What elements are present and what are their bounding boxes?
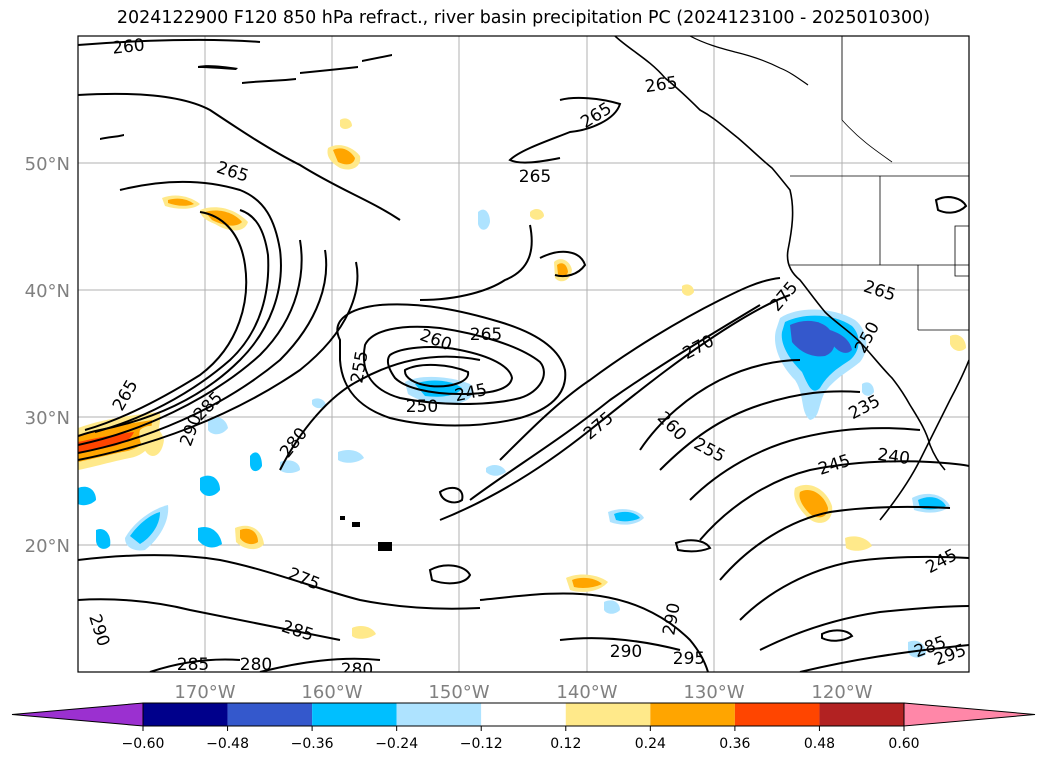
political-borders [790,36,969,331]
contour-label: 280 [240,655,272,675]
colorbar-tick-label: 0.24 [635,736,666,752]
colorbar-segment [650,703,735,726]
colorbar-segment [565,703,651,726]
lat-label: 40°N [25,281,70,302]
colorbar-segment [143,703,228,726]
colorbar-tick-label: −0.36 [291,736,334,752]
contour-label: 295 [673,649,705,669]
colorbar-tick-label: 0.48 [804,736,835,752]
map-panel: 260 265 265 265 265 265 265 260 255 250 … [77,35,970,680]
colorbar-tick-label: −0.60 [122,736,165,752]
colorbar-ticks: −0.60 −0.48 −0.36 −0.24 −0.12 0.12 0.24 0.36 0.4… [122,726,920,752]
contour-label: 260 [111,35,145,58]
contour-label: 265 [644,73,679,97]
colorbar-segment [819,703,904,726]
lon-label: 170°W [174,682,235,703]
refractivity-contours [78,38,969,672]
lon-label: 120°W [811,682,872,703]
colorbar-tick-label: 0.36 [719,736,750,752]
lon-label: 140°W [556,682,617,703]
colorbar-segment [312,703,397,726]
latitude-labels: 50°N 40°N 30°N 20°N [25,154,70,557]
colorbar-segment [734,703,820,726]
colorbar-tick-label: 0.12 [550,736,581,752]
colorbar-segment [481,703,566,726]
contour-label: 265 [470,325,502,345]
colorbar-tick-label: 0.60 [888,736,919,752]
lat-label: 20°N [25,536,70,557]
contour-label: 250 [406,397,438,417]
colorbar-segment [227,703,313,726]
precip-shading [78,118,966,658]
map-title: 2024122900 F120 850 hPa refract., river … [116,8,931,28]
lon-label: 150°W [428,682,489,703]
colorbar-extend-low [11,702,144,727]
lon-label: 160°W [301,682,362,703]
colorbar-tick-label: −0.24 [375,736,418,752]
lat-label: 50°N [25,154,70,175]
longitude-labels: 170°W 160°W 150°W 140°W 130°W 120°W [174,682,872,703]
colorbar-tick-label: −0.48 [206,736,249,752]
colorbar-outline [142,702,905,727]
colorbar-segment [396,703,482,726]
contour-label: 290 [610,642,642,662]
lon-label: 130°W [683,682,744,703]
map-frame [77,35,970,673]
coastlines [614,36,969,521]
contour-label: 240 [876,445,911,469]
colorbar: −0.60 −0.48 −0.36 −0.24 −0.12 0.12 0.24 0.36 0.4… [11,702,1036,752]
colorbar-tick-label: −0.12 [460,736,503,752]
contour-label: 280 [341,660,373,680]
contour-label: 265 [519,167,551,187]
contour-label: 285 [177,655,209,675]
lat-label: 30°N [25,408,70,429]
islands [100,54,392,551]
colorbar-extend-high [903,702,1036,727]
colorbar-segments [11,702,1036,727]
